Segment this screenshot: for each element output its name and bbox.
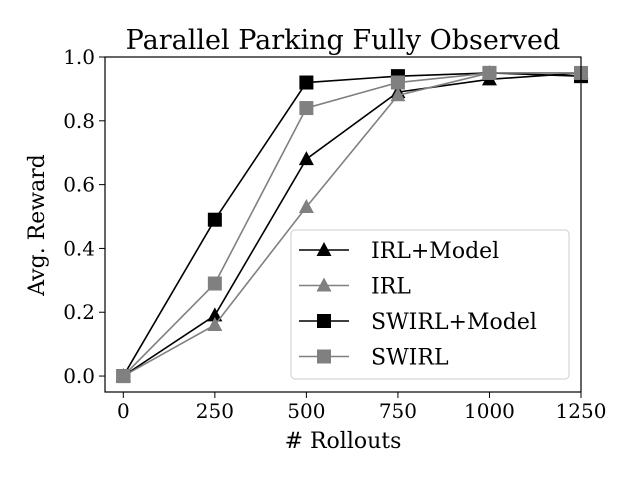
- y-axis-label: Avg. Reward: [25, 154, 50, 297]
- legend-irl-model-point: [316, 242, 332, 256]
- legend-item-irl-model: IRL+Model: [299, 239, 499, 264]
- legend-item-irl: IRL: [299, 275, 411, 300]
- series-swirl-point: [390, 75, 405, 90]
- series-swirl-model-point: [299, 75, 314, 90]
- series-irl-model-line: [122, 72, 582, 377]
- x-tick-label: 0: [117, 399, 130, 423]
- x-tick-label: 1250: [556, 399, 607, 423]
- legend-swirl-point: [317, 349, 331, 364]
- y-tick-label: 0.4: [63, 236, 95, 260]
- series-swirl-line: [122, 72, 581, 377]
- series-swirl-model-point: [207, 212, 222, 227]
- series-swirl-point: [207, 276, 222, 291]
- series-irl-model-point: [298, 151, 314, 166]
- y-tick-label: 0.8: [63, 109, 95, 133]
- series-swirl-point: [482, 65, 497, 80]
- x-tick-label: 750: [379, 399, 417, 423]
- legend-swirl-model-point: [317, 314, 331, 328]
- legend-label: IRL+Model: [371, 239, 499, 264]
- x-axis-label: # Rollouts: [285, 429, 402, 454]
- series-irl-point: [298, 198, 314, 213]
- y-tick-label: 0.0: [63, 364, 95, 388]
- x-axis: 0 250 500 750 1000 1250: [117, 392, 607, 423]
- x-tick-label: 500: [287, 399, 325, 423]
- series-irl-point: [390, 87, 406, 102]
- legend-label: SWIRL+Model: [371, 310, 537, 335]
- y-tick-label: 1.0: [63, 45, 95, 69]
- legend-label: IRL: [371, 275, 411, 300]
- y-tick-label: 0.2: [63, 300, 95, 324]
- legend: IRL+Model IRL SWIRL+Model SWIRL: [290, 229, 570, 380]
- axes-frame: [104, 56, 582, 393]
- legend-item-swirl: SWIRL: [299, 346, 449, 371]
- x-tick-label: 1000: [464, 399, 515, 423]
- y-axis: 0.0 0.2 0.4 0.6 0.8 1.0: [63, 45, 105, 388]
- legend-irl-point: [316, 277, 332, 292]
- legend-item-swirl-model: SWIRL+Model: [299, 310, 537, 335]
- series-swirl: [116, 65, 588, 384]
- series-irl-model-point: [207, 307, 223, 322]
- y-tick-label: 0.6: [63, 173, 95, 197]
- x-tick-label: 250: [196, 399, 234, 423]
- plot-area: [115, 64, 589, 384]
- series-swirl-point: [116, 369, 131, 384]
- series-swirl-point: [299, 101, 314, 116]
- series-irl-point: [207, 317, 223, 331]
- legend-box: [290, 229, 570, 380]
- legend-label: SWIRL: [371, 346, 449, 371]
- chart-title: Parallel Parking Fully Observed: [126, 25, 561, 56]
